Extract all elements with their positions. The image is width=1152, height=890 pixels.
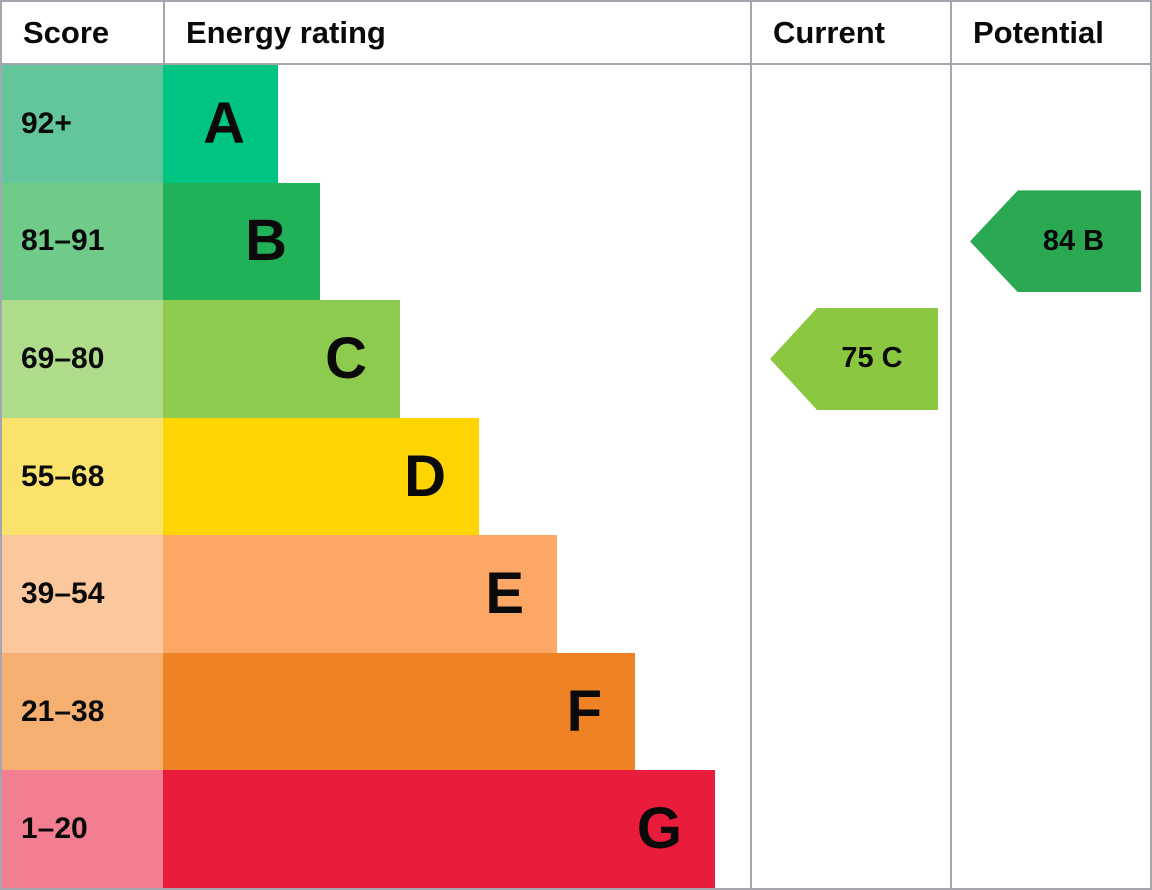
band-row-c: 69–80 C 75 C xyxy=(2,300,1150,418)
current-cell-f xyxy=(750,652,950,771)
band-bar-c: C xyxy=(163,300,400,418)
current-cell-c: 75 C xyxy=(750,300,950,418)
rating-bar-area: D xyxy=(163,417,750,536)
current-cell-e xyxy=(750,535,950,653)
header-potential: Potential xyxy=(950,2,1150,63)
potential-cell-d xyxy=(950,417,1150,536)
score-range-b: 81–91 xyxy=(2,182,163,301)
band-row-a: 92+ A xyxy=(2,65,1150,183)
rating-bar-area: A xyxy=(163,65,750,183)
band-row-b: 81–91 B 84 B xyxy=(2,182,1150,301)
band-bar-d: D xyxy=(163,417,479,536)
potential-rating-arrow: 84 B xyxy=(970,190,1141,293)
rating-bar-area: B xyxy=(163,182,750,301)
potential-cell-b: 84 B xyxy=(950,182,1150,301)
rating-bar-area: G xyxy=(163,770,750,888)
band-bar-g: G xyxy=(163,770,715,888)
current-cell-d xyxy=(750,417,950,536)
band-bar-b: B xyxy=(163,182,320,301)
score-range-f: 21–38 xyxy=(2,652,163,771)
current-rating-arrow: 75 C xyxy=(770,307,938,410)
band-row-d: 55–68 D xyxy=(2,417,1150,536)
score-range-g: 1–20 xyxy=(2,770,163,888)
potential-cell-e xyxy=(950,535,1150,653)
potential-cell-g xyxy=(950,770,1150,888)
band-bar-f: F xyxy=(163,652,635,771)
potential-cell-f xyxy=(950,652,1150,771)
score-range-a: 92+ xyxy=(2,65,163,183)
rating-bar-area: E xyxy=(163,535,750,653)
header-current: Current xyxy=(750,2,950,63)
potential-cell-c xyxy=(950,300,1150,418)
current-cell-g xyxy=(750,770,950,888)
score-range-c: 69–80 xyxy=(2,300,163,418)
band-row-e: 39–54 E xyxy=(2,535,1150,653)
rating-bar-area: F xyxy=(163,652,750,771)
score-range-e: 39–54 xyxy=(2,535,163,653)
header-score: Score xyxy=(23,14,110,50)
band-bar-e: E xyxy=(163,535,557,653)
current-cell-b xyxy=(750,182,950,301)
band-row-f: 21–38 F xyxy=(2,652,1150,771)
header-energy-rating: Energy rating xyxy=(163,2,750,63)
potential-cell-a xyxy=(950,65,1150,183)
current-cell-a xyxy=(750,65,950,183)
rating-bar-area: C xyxy=(163,300,750,418)
band-row-g: 1–20 G xyxy=(2,770,1150,888)
header-row: Score Energy rating Current Potential xyxy=(2,2,1150,65)
band-bar-a: A xyxy=(163,65,278,183)
chart-body: 92+ A 81–91 B 84 B 69–80 C 75 C 55–68 D 39–54 E 21–3… xyxy=(2,65,1150,888)
score-range-d: 55–68 xyxy=(2,417,163,536)
